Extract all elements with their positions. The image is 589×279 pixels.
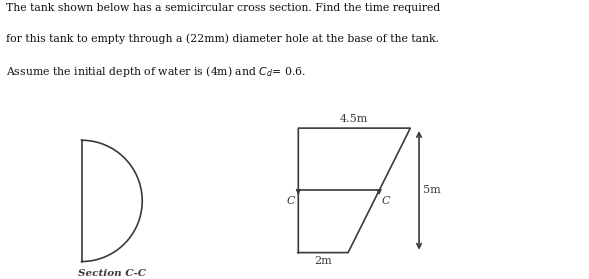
Text: Assume the initial depth of water is (4m) and $C_d$= 0.6.: Assume the initial depth of water is (4m…: [6, 64, 306, 79]
Text: The tank shown below has a semicircular cross section. Find the time required: The tank shown below has a semicircular …: [6, 3, 440, 13]
Text: C: C: [287, 196, 295, 206]
Text: Section C-C: Section C-C: [78, 269, 146, 278]
Text: C: C: [381, 196, 390, 206]
Text: 2m: 2m: [315, 256, 332, 266]
Text: 4.5m: 4.5m: [340, 114, 369, 124]
Text: for this tank to empty through a (22mm) diameter hole at the base of the tank.: for this tank to empty through a (22mm) …: [6, 33, 439, 44]
Text: 5m: 5m: [423, 185, 441, 195]
